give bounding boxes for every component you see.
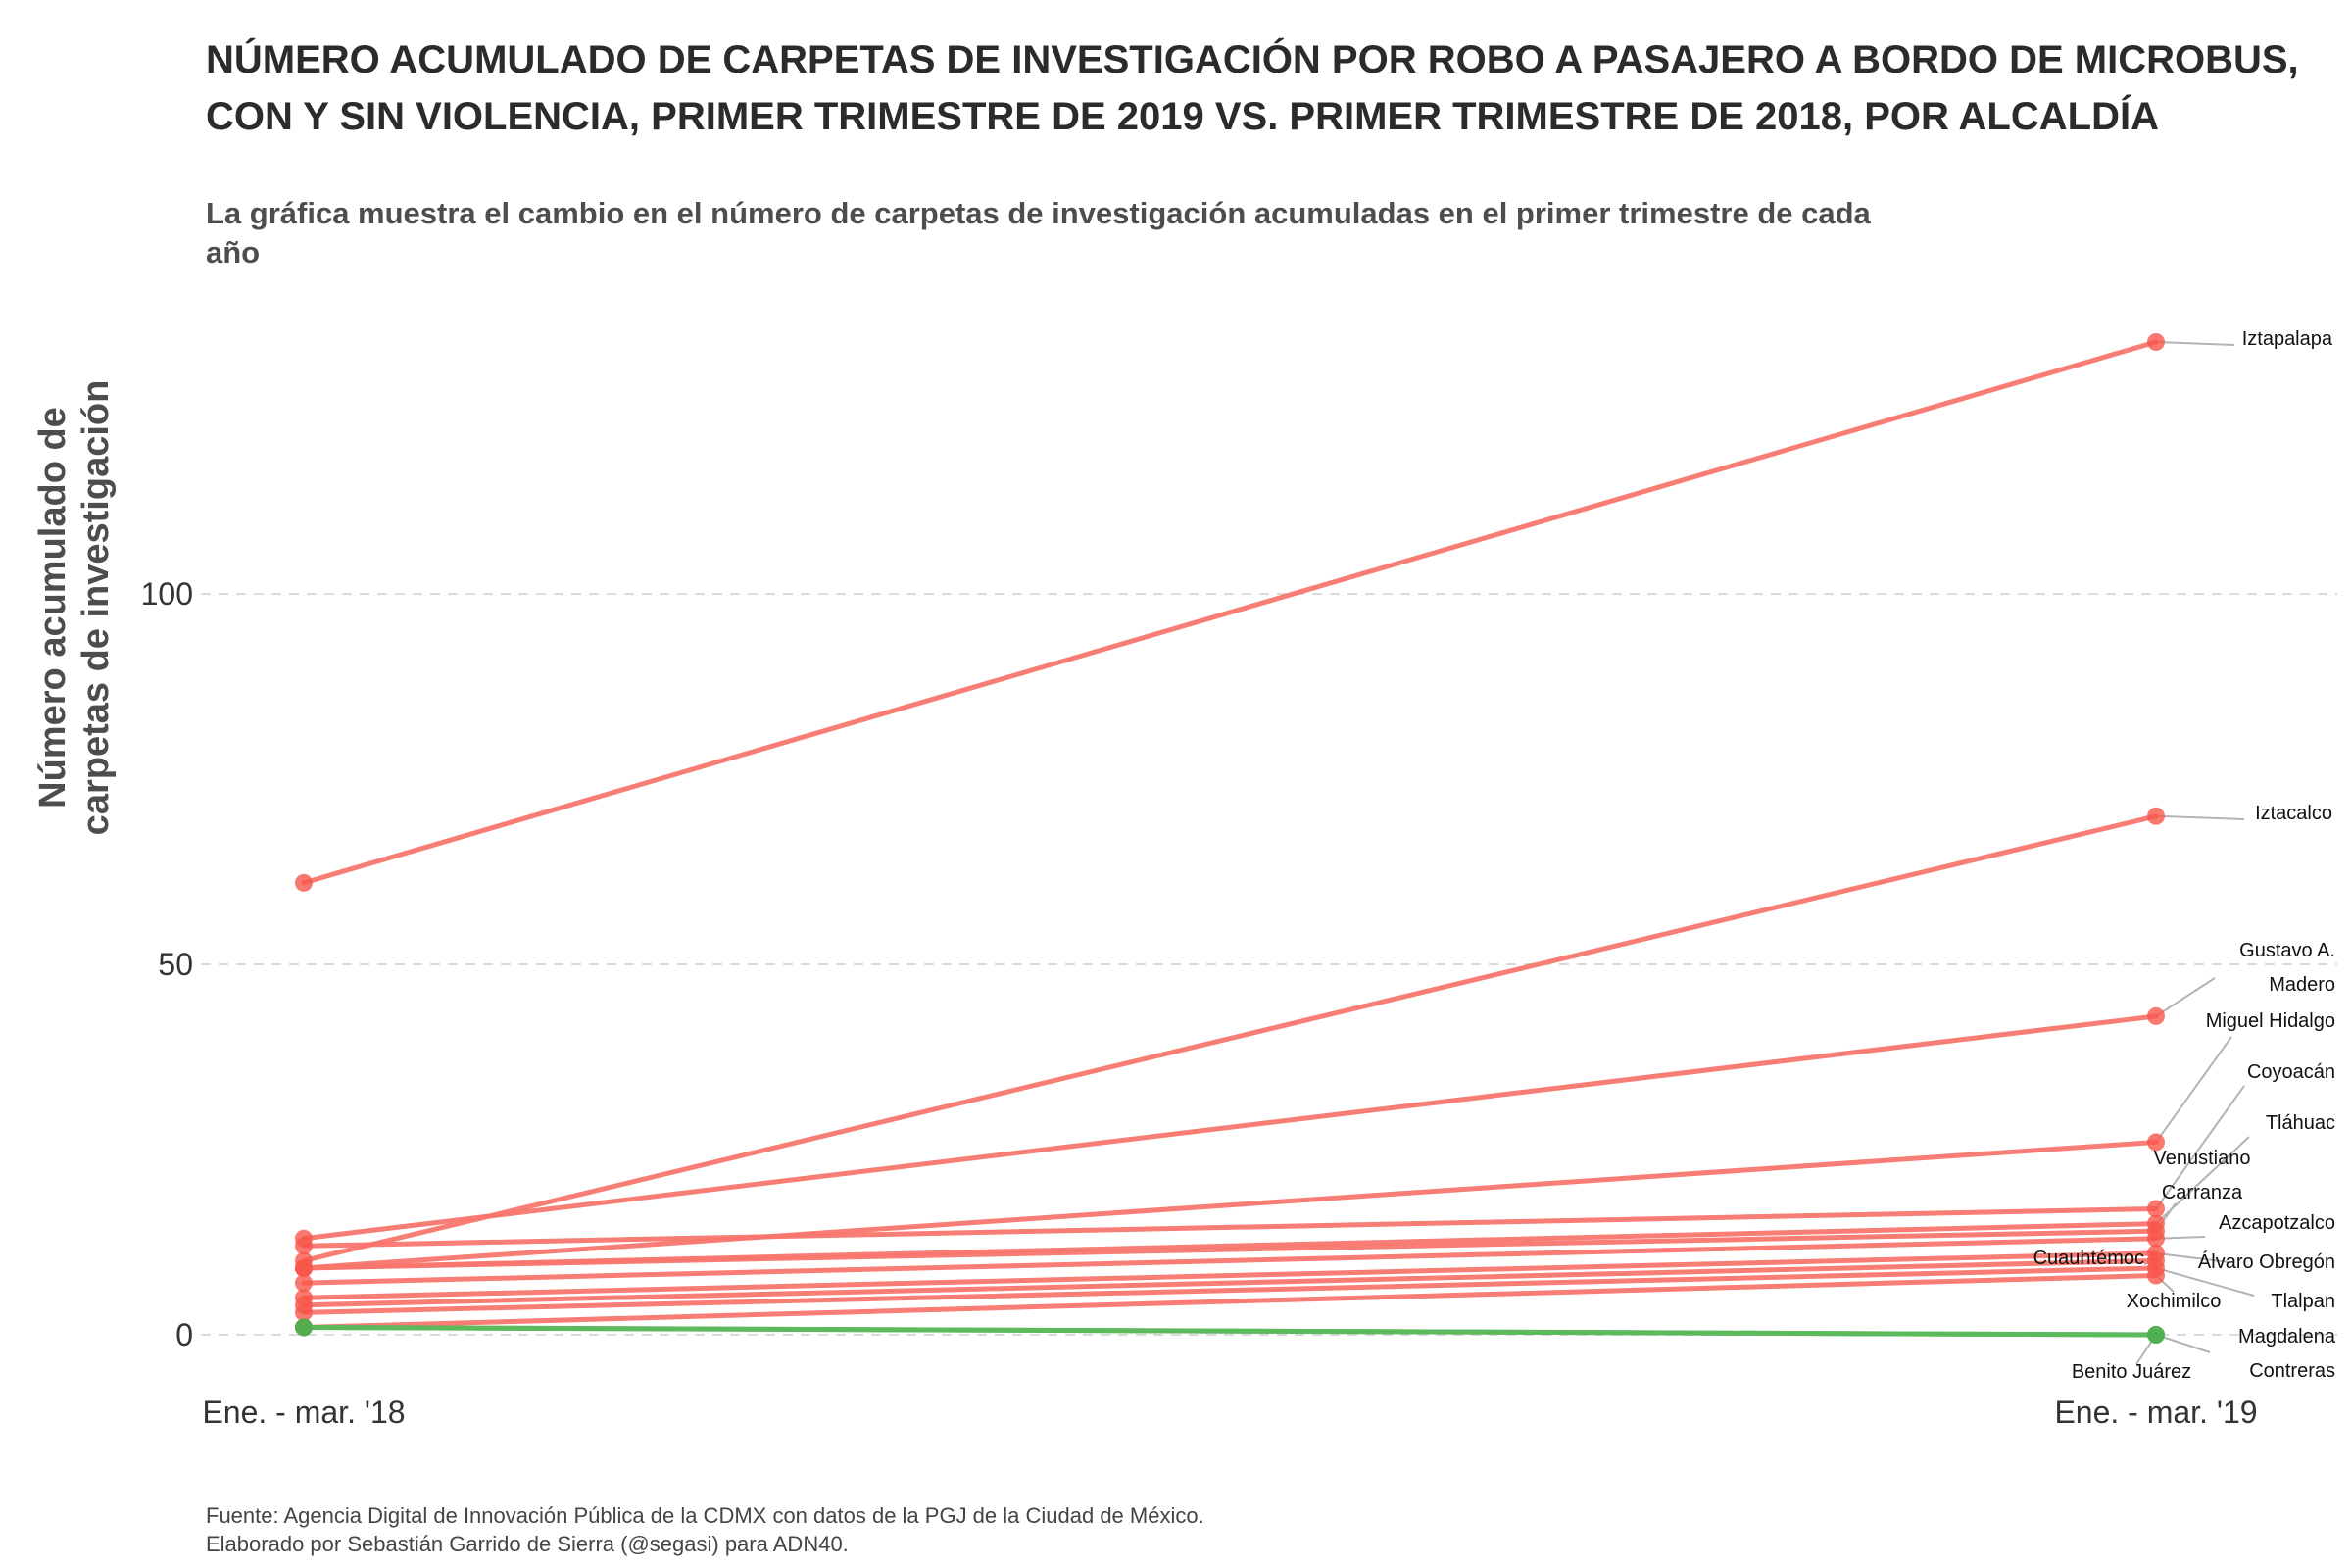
series-point: [2147, 1266, 2165, 1285]
series-label: Gustavo A. Madero: [2239, 940, 2335, 996]
series-line: [301, 1273, 2159, 1330]
caption-source: Fuente: Agencia Digital de Innovación Pú…: [206, 1503, 1204, 1528]
series-line: [301, 1324, 2159, 1338]
series-label: Miguel Hidalgo: [2206, 1010, 2335, 1032]
series-points: [295, 332, 2165, 1344]
series-line: [301, 813, 2159, 1263]
series-point: [2147, 1200, 2165, 1218]
series-label: Iztacalco: [2255, 803, 2332, 824]
series-label: Tláhuac: [2266, 1112, 2335, 1134]
series-point: [2147, 332, 2165, 351]
leader-line: [2155, 814, 2245, 820]
series-lines: [301, 339, 2159, 1338]
y-tick-label: 0: [175, 1317, 193, 1352]
leader-line: [2155, 1036, 2232, 1144]
series-point: [2147, 1006, 2165, 1025]
series-label: Magdalena Contreras: [2238, 1326, 2336, 1382]
series-label: Iztapalapa: [2242, 328, 2333, 350]
series-line: [301, 1236, 2159, 1286]
leader-line: [2155, 1266, 2255, 1297]
leader-line: [2155, 340, 2235, 346]
series-labels: Iztapalapa Iztacalco Gustavo A. Madero Migue…: [2034, 328, 2336, 1383]
series-label: Venustiano Carranza: [2154, 1148, 2251, 1203]
series-label: Xochimilco: [2127, 1291, 2222, 1312]
y-axis-ticks: 0 50 100: [141, 576, 193, 1352]
source-caption: Fuente: Agencia Digital de Innovación Pú…: [206, 1502, 1204, 1558]
series-point: [2147, 1229, 2165, 1248]
series-point: [295, 873, 313, 892]
label-leader-lines: [2135, 340, 2255, 1365]
x-axis-ticks: Ene. - mar. '18 Ene. - mar. '19: [202, 1395, 2257, 1430]
series-label: Coyoacán: [2247, 1061, 2335, 1083]
series-point: [295, 1318, 313, 1337]
x-tick-label: Ene. - mar. '19: [2054, 1395, 2257, 1430]
series-label: Benito Juárez: [2072, 1361, 2191, 1383]
y-axis-title: Número acumulado decarpetas de investiga…: [32, 380, 117, 836]
series-point: [295, 1258, 313, 1277]
series-label: Tlalpan: [2271, 1291, 2335, 1312]
leader-line: [2155, 1334, 2211, 1353]
series-line: [301, 1250, 2159, 1300]
chart-subtitle: La gráfica muestra el cambio en el númer…: [206, 196, 1871, 270]
y-axis-label: Número acumulado decarpetas de investiga…: [32, 380, 117, 836]
series-line: [301, 1257, 2159, 1308]
series-label: Álvaro Obregón: [2198, 1250, 2335, 1273]
series-point: [295, 1303, 313, 1322]
series-label: Cuauhtémoc: [2034, 1248, 2144, 1269]
series-point: [295, 1237, 313, 1255]
leader-line: [2155, 977, 2216, 1017]
x-tick-label: Ene. - mar. '18: [202, 1395, 405, 1430]
series-line: [301, 1205, 2159, 1249]
series-line: [301, 1228, 2159, 1271]
leader-line: [2155, 1085, 2245, 1210]
series-point: [295, 1274, 313, 1293]
series-point: [2147, 1133, 2165, 1152]
y-tick-label: 100: [141, 576, 193, 612]
caption-author: Elaborado por Sebastián Garrido de Sierr…: [206, 1531, 849, 1556]
series-line: [301, 339, 2159, 886]
y-tick-label: 50: [158, 947, 193, 982]
series-point: [2147, 807, 2165, 825]
gridlines: [201, 593, 2337, 1336]
leader-line: [2155, 1251, 2230, 1263]
chart-title: NÚMERO ACUMULADO DE CARPETAS DE INVESTIG…: [206, 38, 2299, 138]
series-point: [2147, 1326, 2165, 1344]
series-line: [301, 1139, 2159, 1271]
series-label: Azcapotzalco: [2219, 1212, 2335, 1234]
series-line: [301, 1265, 2159, 1315]
series-line: [301, 1013, 2159, 1242]
